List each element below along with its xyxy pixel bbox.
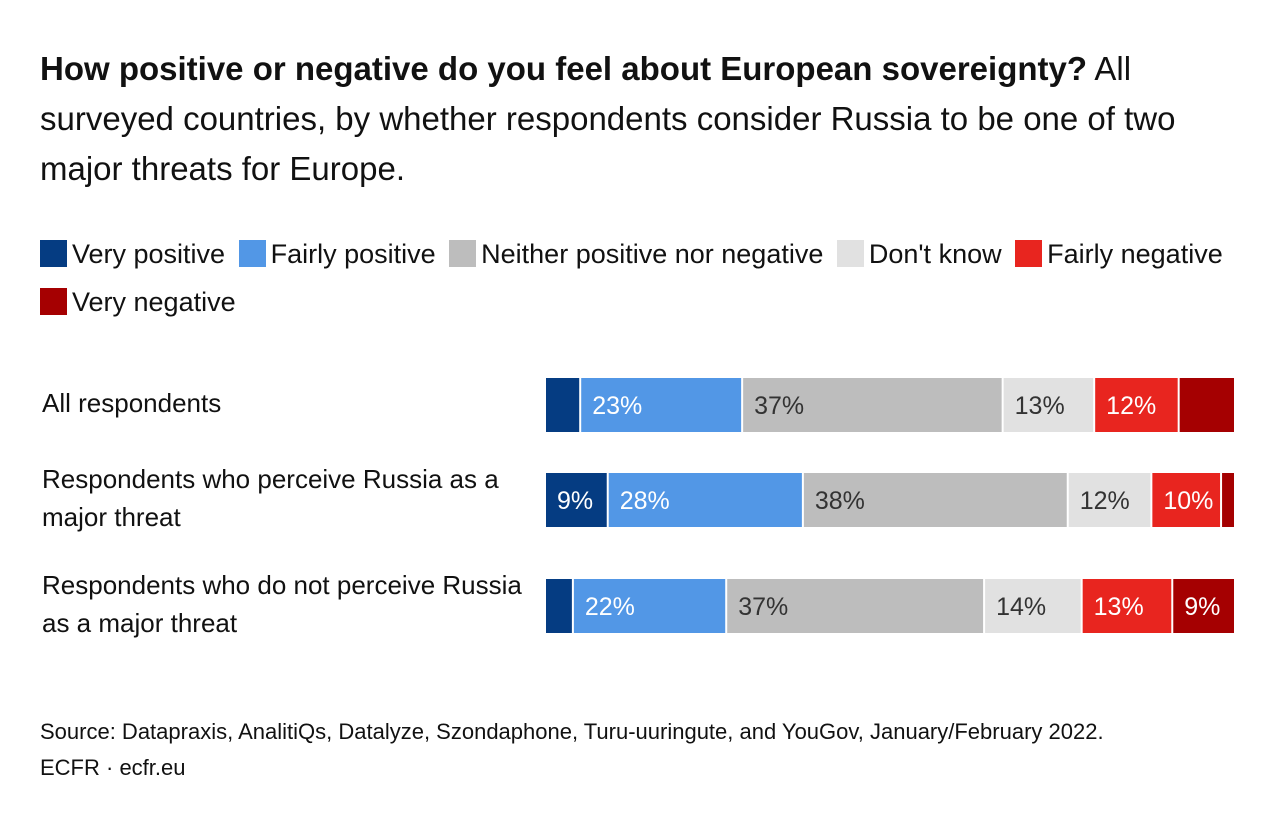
data-label: 28% xyxy=(620,487,670,515)
data-label: 23% xyxy=(592,392,642,420)
legend-item: Neither positive nor negative xyxy=(449,239,823,269)
category-label: Respondents who do not perceive Russia a… xyxy=(42,570,522,638)
legend-swatch xyxy=(40,240,67,267)
data-label: 37% xyxy=(738,593,788,621)
legend-label: Fairly negative xyxy=(1047,239,1223,269)
source-note: Source: Datapraxis, AnalitiQs, Datalyze,… xyxy=(40,719,1104,744)
bar-segment xyxy=(573,579,726,633)
data-label: 13% xyxy=(1094,593,1144,621)
bar-segment xyxy=(608,473,802,527)
legend-label: Fairly positive xyxy=(270,239,436,269)
bar-segment xyxy=(1095,378,1178,432)
bar-segment xyxy=(1173,579,1234,633)
legend: Very positive Fairly positive Neither po… xyxy=(40,230,1240,326)
data-label: 22% xyxy=(585,593,635,621)
data-label: 12% xyxy=(1080,487,1130,515)
data-label: 13% xyxy=(1015,392,1065,420)
bar-segment xyxy=(1068,473,1151,527)
bar-segment xyxy=(1152,473,1221,527)
legend-label: Very negative xyxy=(72,287,236,317)
category-label: All respondents xyxy=(42,388,222,418)
data-label: 9% xyxy=(557,487,593,515)
data-label: 10% xyxy=(1163,487,1213,515)
legend-item: Very negative xyxy=(40,287,236,317)
legend-swatch xyxy=(449,240,477,267)
category-label: Respondents who perceive Russia as a maj… xyxy=(42,464,499,532)
chart-subtitle: All surveyed countries, by whether respo… xyxy=(40,50,1176,187)
bar-segment xyxy=(803,473,1067,527)
legend-swatch xyxy=(40,288,67,315)
legend-swatch xyxy=(836,240,864,267)
chart-title: How positive or negative do you feel abo… xyxy=(40,44,1250,194)
legend-item: Don't know xyxy=(836,239,1002,269)
data-label: 9% xyxy=(1184,593,1220,621)
credit: ECFR · ecfr.eu xyxy=(40,755,186,780)
bar-segment xyxy=(581,378,742,432)
legend-label: Very positive xyxy=(72,239,226,269)
legend-swatch xyxy=(238,240,266,267)
legend-item: Very positive xyxy=(40,239,225,269)
chart-title-bold: How positive or negative do you feel abo… xyxy=(40,50,1088,87)
bar-segment xyxy=(546,579,572,633)
legend-item: Fairly negative xyxy=(1015,239,1223,269)
bar-segment xyxy=(1082,579,1172,633)
bar-segment xyxy=(546,378,580,432)
bar-segment xyxy=(1222,473,1234,527)
legend-label: Don't know xyxy=(868,239,1002,269)
footer: Source: Datapraxis, AnalitiQs, Datalyze,… xyxy=(40,714,1250,786)
bar-segment xyxy=(743,378,1002,432)
bar-segment xyxy=(1179,378,1234,432)
data-label: 14% xyxy=(996,593,1046,621)
bar-segment xyxy=(546,473,607,527)
bar-segment xyxy=(1003,378,1094,432)
data-label: 38% xyxy=(815,487,865,515)
legend-item: Fairly positive xyxy=(238,239,436,269)
bar-segment xyxy=(727,579,984,633)
legend-label: Neither positive nor negative xyxy=(481,239,824,269)
legend-swatch xyxy=(1015,240,1043,267)
bar-segment xyxy=(985,579,1081,633)
data-label: 37% xyxy=(754,392,804,420)
data-label: 12% xyxy=(1106,392,1156,420)
